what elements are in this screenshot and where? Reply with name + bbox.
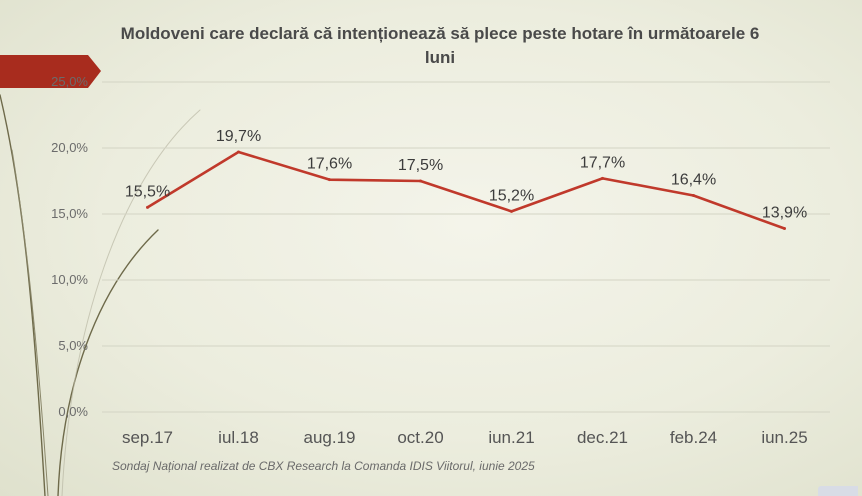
source-note: Sondaj Național realizat de CBX Research…	[112, 459, 535, 473]
red-banner	[0, 55, 101, 88]
x-tick-label: oct.20	[397, 428, 443, 447]
data-point	[237, 150, 240, 154]
chart-title: Moldoveni care declară că intenționează …	[120, 24, 760, 67]
data-point	[510, 209, 513, 213]
y-tick-label: 25,0%	[51, 74, 88, 89]
data-label: 13,9%	[762, 205, 807, 222]
data-point	[328, 178, 331, 182]
series-line	[146, 150, 785, 230]
corner-logo	[818, 486, 858, 496]
data-point	[692, 194, 695, 198]
data-label: 17,7%	[580, 154, 625, 171]
data-point	[419, 179, 422, 183]
data-point	[601, 176, 604, 180]
data-point	[146, 205, 149, 209]
x-tick-label: feb.24	[670, 428, 717, 447]
data-label: 17,6%	[307, 156, 352, 173]
y-tick-label: 20,0%	[51, 140, 88, 155]
data-point	[783, 227, 786, 231]
x-tick-label: iul.18	[218, 428, 259, 447]
data-label: 15,2%	[489, 187, 534, 204]
x-tick-label: aug.19	[304, 428, 356, 447]
data-label: 17,5%	[398, 157, 443, 174]
x-tick-label: iun.21	[488, 428, 534, 447]
y-tick-label: 0,0%	[58, 404, 88, 419]
decorative-arcs	[0, 94, 201, 496]
data-label: 19,7%	[216, 128, 261, 145]
y-tick-label: 15,0%	[51, 206, 88, 221]
x-tick-label: iun.25	[761, 428, 807, 447]
data-label: 15,5%	[125, 183, 170, 200]
x-tick-label: sep.17	[122, 428, 173, 447]
y-tick-label: 10,0%	[51, 272, 88, 287]
data-label: 16,4%	[671, 172, 716, 189]
y-tick-label: 5,0%	[58, 338, 88, 353]
x-tick-label: dec.21	[577, 428, 628, 447]
